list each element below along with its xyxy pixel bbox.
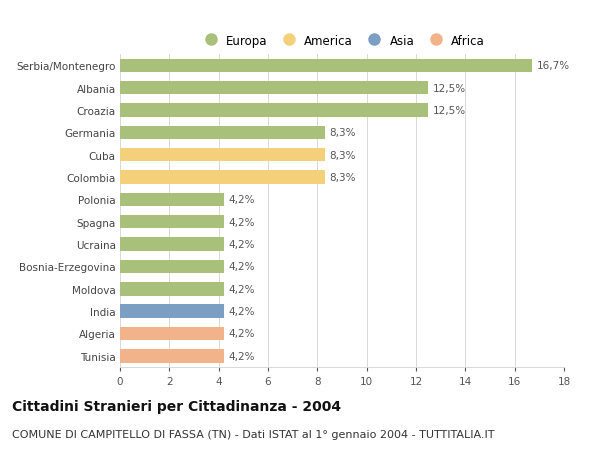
Bar [120,216,224,229]
Bar [120,349,224,363]
Bar [120,282,224,296]
Text: 4,2%: 4,2% [228,351,254,361]
Bar [120,60,532,73]
Bar [120,260,224,274]
Text: 4,2%: 4,2% [228,240,254,250]
Text: 8,3%: 8,3% [329,173,356,183]
Bar [120,327,224,341]
Bar [120,126,325,140]
Bar [120,104,428,118]
Text: 4,2%: 4,2% [228,329,254,339]
Text: 4,2%: 4,2% [228,195,254,205]
Text: Cittadini Stranieri per Cittadinanza - 2004: Cittadini Stranieri per Cittadinanza - 2… [12,399,341,413]
Text: 16,7%: 16,7% [536,61,569,71]
Text: COMUNE DI CAMPITELLO DI FASSA (TN) - Dati ISTAT al 1° gennaio 2004 - TUTTITALIA.: COMUNE DI CAMPITELLO DI FASSA (TN) - Dat… [12,429,494,439]
Text: 12,5%: 12,5% [433,106,466,116]
Bar [120,193,224,207]
Text: 8,3%: 8,3% [329,128,356,138]
Text: 4,2%: 4,2% [228,284,254,294]
Text: 4,2%: 4,2% [228,262,254,272]
Legend: Europa, America, Asia, Africa: Europa, America, Asia, Africa [194,30,490,52]
Bar [120,82,428,95]
Text: 4,2%: 4,2% [228,307,254,316]
Bar [120,305,224,318]
Bar [120,238,224,251]
Text: 4,2%: 4,2% [228,217,254,227]
Text: 12,5%: 12,5% [433,84,466,94]
Bar [120,149,325,162]
Text: 8,3%: 8,3% [329,151,356,160]
Bar [120,171,325,185]
